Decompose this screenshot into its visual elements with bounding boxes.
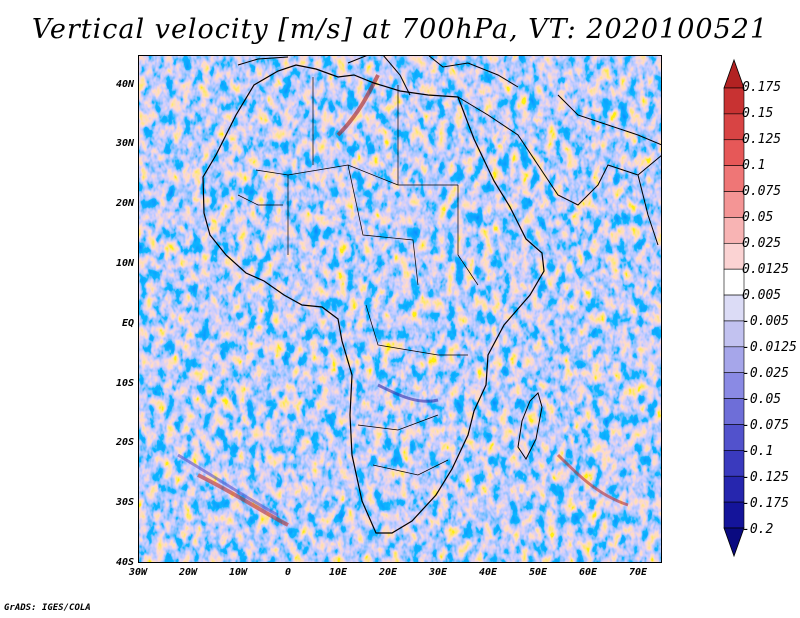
colorbar xyxy=(723,58,745,558)
lon-label: 40E xyxy=(478,567,498,578)
colorbar-segment xyxy=(723,165,745,192)
colorbar-label: 0.025 xyxy=(742,236,782,251)
lat-label: 20S xyxy=(115,437,134,448)
colorbar-label: -0.1 xyxy=(742,444,774,459)
colorbar-segment xyxy=(723,294,745,322)
footer-credit: GrADS: IGES/COLA xyxy=(4,603,91,613)
colorbar-label: 0.075 xyxy=(742,184,782,199)
colorbar-label: -0.125 xyxy=(742,470,789,485)
lat-label: 30N xyxy=(115,138,134,149)
colorbar-segment xyxy=(723,191,745,218)
colorbar-cap-bottom xyxy=(723,527,745,558)
colorbar-label: -0.0125 xyxy=(742,340,797,355)
colorbar-segment xyxy=(723,320,745,348)
colorbar-label: 0.1 xyxy=(742,158,766,173)
colorbar-segment xyxy=(723,139,745,166)
colorbar-label: -0.075 xyxy=(742,418,789,433)
colorbar-label: 0.05 xyxy=(742,210,774,225)
colorbar-segment xyxy=(723,424,745,451)
colorbar-segment xyxy=(723,268,745,296)
lat-label: 10N xyxy=(115,258,134,269)
lon-label: 10E xyxy=(328,567,348,578)
colorbar-segment xyxy=(723,372,745,399)
colorbar-segment xyxy=(723,501,745,529)
lat-label: EQ xyxy=(121,318,134,329)
colorbar-label: -0.05 xyxy=(742,392,782,407)
colorbar-label: 0.175 xyxy=(742,80,782,95)
lon-label: 30W xyxy=(128,567,148,578)
lat-label: 30S xyxy=(115,497,134,508)
colorbar-segment xyxy=(723,87,745,115)
colorbar-segment xyxy=(723,113,745,141)
lon-label: 50E xyxy=(528,567,548,578)
map-title: Vertical velocity [m/s] at 700hPa, VT: 2… xyxy=(31,14,769,45)
lon-label: 20W xyxy=(178,567,198,578)
colorbar-label: -0.025 xyxy=(742,366,789,381)
lat-label: 20N xyxy=(115,198,134,209)
colorbar-segment xyxy=(723,398,745,425)
lat-label: 40S xyxy=(115,557,134,568)
colorbar-label: 0.0125 xyxy=(742,262,789,277)
lon-label: 70E xyxy=(628,567,648,578)
colorbar-label: -0.005 xyxy=(742,314,789,329)
colorbar-label: 0.005 xyxy=(742,288,782,303)
lon-label: 30E xyxy=(428,567,448,578)
lat-label: 40N xyxy=(115,79,134,90)
colorbar-label: -0.2 xyxy=(742,522,774,537)
lat-label: 10S xyxy=(115,378,134,389)
colorbar-segment xyxy=(723,217,745,244)
lon-label: 10W xyxy=(228,567,248,578)
lon-label: 20E xyxy=(378,567,398,578)
colorbar-label: -0.175 xyxy=(742,496,789,511)
colorbar-cap-top xyxy=(723,58,745,89)
colorbar-label: 0.15 xyxy=(742,106,774,121)
lon-label: 0 xyxy=(284,567,292,578)
map-panel xyxy=(138,55,662,563)
lon-label: 60E xyxy=(578,567,598,578)
colorbar-segment xyxy=(723,450,745,477)
colorbar-segment xyxy=(723,346,745,374)
colorbar-label: 0.125 xyxy=(742,132,782,147)
colorbar-segment xyxy=(723,242,745,270)
colorbar-segment xyxy=(723,475,745,503)
